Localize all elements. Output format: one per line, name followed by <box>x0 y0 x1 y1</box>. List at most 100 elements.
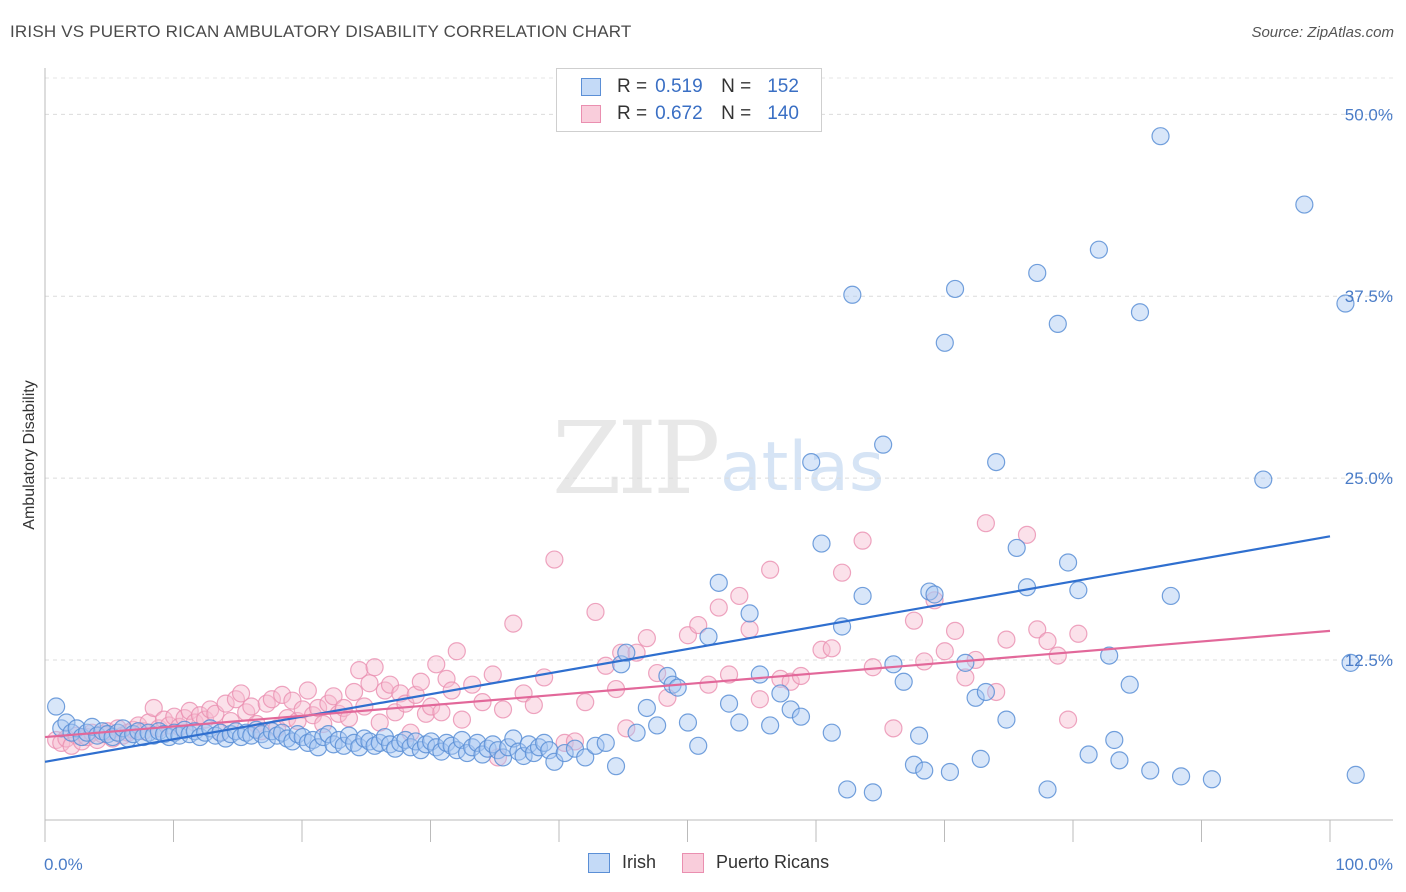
x-tick-label: 0.0% <box>44 855 83 874</box>
irish-point <box>853 586 872 606</box>
irish-point <box>437 733 456 752</box>
irish-point <box>987 452 1006 472</box>
y-axis-label: Ambulatory Disability <box>21 380 38 529</box>
r-value: 0.672 <box>655 103 703 124</box>
puerto-ricans-point <box>699 675 718 694</box>
irish-point <box>781 700 800 719</box>
irish-point <box>165 723 184 742</box>
irish-point <box>606 757 626 776</box>
puerto-ricans-point <box>432 703 451 722</box>
irish-legend-swatch <box>588 852 610 873</box>
axes <box>44 68 1393 842</box>
irish-legend-label: Irish <box>622 852 657 872</box>
irish-point <box>514 746 533 766</box>
irish-point <box>750 665 769 684</box>
puerto-ricans-point <box>437 669 456 688</box>
irish-point <box>904 755 924 774</box>
puerto-ricans-point <box>822 639 841 658</box>
irish-point <box>617 643 636 662</box>
puerto-ricans-point <box>853 531 872 550</box>
irish-point <box>1336 294 1355 313</box>
puerto-ricans-point <box>144 698 163 718</box>
irish-point <box>350 738 369 757</box>
puerto-ricans-point <box>956 668 975 687</box>
puerto-ricans-point <box>350 661 369 680</box>
irish-point <box>935 333 954 352</box>
irish-point <box>761 716 780 735</box>
irish-point <box>1110 751 1129 770</box>
irish-point <box>771 684 790 703</box>
irish-point <box>1341 653 1360 672</box>
irish-point <box>1105 730 1124 750</box>
irish-point <box>586 736 605 755</box>
irish-point <box>1017 578 1037 597</box>
irish-point <box>1130 303 1150 322</box>
irish-point <box>468 733 487 752</box>
puerto-ricans-point <box>997 630 1016 649</box>
puerto-ricans-point <box>524 695 543 715</box>
puerto-ricans-point <box>226 690 246 709</box>
axis-labels: 12.5% 25.0% 37.5% 50.0% 0.0% 100.0% Ambulatory… <box>21 105 1393 874</box>
n-value: 140 <box>767 103 799 124</box>
puerto-ricans-point <box>360 674 379 693</box>
trend-lines <box>44 535 1331 763</box>
irish-point <box>791 707 811 726</box>
irish-point <box>257 730 276 750</box>
irish-point <box>678 713 698 732</box>
irish-swatch <box>581 78 601 96</box>
puerto-ricans-point <box>365 658 384 677</box>
irish-point <box>637 698 656 718</box>
irish-point <box>483 735 502 754</box>
puerto-ricans-point <box>324 687 343 706</box>
irish-point <box>956 653 975 672</box>
irish-point <box>1346 765 1365 784</box>
irish-point <box>555 743 574 763</box>
irish-point <box>1007 538 1026 558</box>
x-tick-label: 100.0% <box>1335 855 1393 874</box>
legend-row-puerto-ricans: R = 0.672 N = 140 <box>557 101 799 127</box>
irish-point <box>709 573 728 592</box>
puerto-ricans-point <box>586 602 605 622</box>
puerto-ricans-point <box>1017 525 1037 544</box>
y-tick-label: 12.5% <box>1345 651 1393 670</box>
puerto-ricans-point <box>447 642 466 661</box>
irish-point <box>596 733 615 752</box>
puerto-ricans-point <box>617 719 636 738</box>
irish-point <box>1069 581 1088 600</box>
puerto-ricans-point <box>719 665 739 684</box>
irish-point <box>1028 263 1047 283</box>
puerto-ricans-point <box>242 697 261 716</box>
correlation-legend: R = 0.519 N = 152 R = 0.672 N = 140 <box>556 68 822 132</box>
irish-point <box>719 694 739 713</box>
irish-point <box>863 783 882 802</box>
irish-point <box>67 719 86 738</box>
irish-point <box>293 727 312 747</box>
irish-point <box>47 697 66 716</box>
irish-point <box>1079 745 1098 764</box>
irish-point <box>1120 675 1139 694</box>
puerto-ricans-point <box>344 682 364 702</box>
irish-point <box>920 582 939 601</box>
puerto-ricans-point <box>740 620 759 639</box>
y-tick-label: 37.5% <box>1345 287 1393 306</box>
puerto-ricans-point <box>180 701 199 720</box>
puerto-ricans-point <box>1058 710 1078 729</box>
irish-point <box>1141 761 1160 780</box>
puerto-ricans-point <box>576 693 595 712</box>
puerto-ricans-point <box>427 655 446 674</box>
puerto-ricans-point <box>884 719 903 738</box>
irish-point <box>1058 553 1078 572</box>
irish-point <box>52 719 71 738</box>
irish-point <box>1038 780 1057 799</box>
puerto-ricans-point <box>771 669 790 688</box>
puerto-ricans-point <box>452 710 472 729</box>
series-legend: Irish Puerto Ricans <box>588 852 855 873</box>
puerto-ricans-legend-swatch <box>682 852 705 873</box>
irish-point <box>113 719 133 738</box>
irish-point <box>391 733 410 752</box>
irish-point <box>658 666 677 686</box>
irish-point <box>627 723 646 742</box>
legend-item-puerto-ricans: Puerto Ricans <box>682 852 829 873</box>
irish-point <box>401 738 420 757</box>
